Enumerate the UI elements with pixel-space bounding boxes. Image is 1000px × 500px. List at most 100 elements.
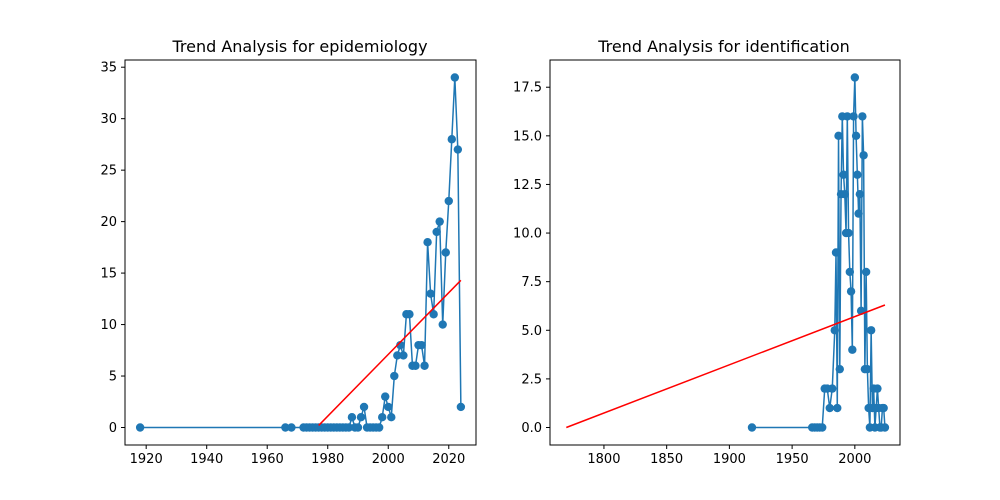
data-point	[849, 112, 858, 121]
data-point	[747, 423, 757, 432]
y-tick-label: 2.5	[521, 372, 542, 387]
data-point	[444, 196, 453, 206]
data-point	[390, 371, 399, 381]
data-point	[845, 267, 855, 277]
data-point	[866, 326, 876, 335]
x-tick-label: 1850	[650, 452, 683, 467]
x-tick-label: 2000	[838, 452, 871, 467]
y-tick-label: 10	[100, 318, 117, 333]
data-point	[384, 402, 393, 412]
data-point	[426, 289, 435, 298]
data-point	[447, 135, 456, 144]
data-point	[435, 217, 444, 226]
data-point	[135, 423, 145, 432]
data-point	[858, 112, 867, 121]
data-point	[879, 403, 888, 413]
y-tick-label: 10.0	[513, 227, 542, 242]
data-point	[848, 345, 857, 354]
data-point	[880, 423, 890, 432]
data-point	[453, 145, 463, 154]
data-point	[356, 413, 366, 422]
data-point	[859, 151, 868, 160]
data-point	[834, 131, 843, 141]
data-point	[429, 310, 438, 319]
data-point	[417, 340, 426, 350]
data-point	[850, 73, 860, 82]
data-point	[393, 351, 402, 360]
data-point	[843, 112, 852, 121]
data-point	[825, 403, 834, 413]
data-point	[420, 361, 429, 370]
series-line	[140, 77, 462, 429]
data-point	[830, 326, 839, 335]
data-point	[399, 351, 408, 360]
y-tick-label: 5.0	[521, 324, 542, 339]
y-tick-label: 17.5	[513, 81, 542, 96]
plot-identification: Trend Analysis for identification 1800 18…	[513, 37, 901, 467]
data-point	[851, 131, 861, 141]
data-point	[861, 267, 871, 277]
data-point	[353, 423, 363, 432]
data-point	[387, 413, 396, 422]
data-point	[854, 209, 863, 218]
y-tick-label: 20	[100, 215, 117, 230]
data-point	[818, 423, 827, 432]
data-point	[405, 310, 414, 319]
data-point	[863, 364, 872, 374]
x-tick-label: 1950	[776, 452, 809, 467]
data-point	[828, 384, 837, 393]
y-tick-label: 7.5	[521, 275, 542, 290]
data-point	[846, 287, 856, 296]
data-point	[831, 248, 841, 257]
y-tick-label: 5	[109, 370, 117, 385]
y-tick-label: 15.0	[513, 129, 542, 144]
data-point	[855, 189, 865, 199]
data-point	[432, 227, 441, 237]
y-tick-label: 25	[100, 164, 117, 179]
data-point	[853, 170, 862, 179]
axes-frame	[124, 59, 477, 446]
data-point	[374, 423, 384, 432]
y-tick-label: 0	[109, 421, 117, 436]
series-line	[751, 77, 886, 429]
plot-epidemiology: Trend Analysis for epidemiology 1920 1940…	[100, 37, 477, 467]
data-point	[839, 170, 848, 179]
y-tick-label: 35	[100, 61, 117, 76]
x-tick-label: 1920	[130, 452, 163, 467]
data-point	[281, 423, 290, 432]
x-tick-label: 2020	[432, 452, 465, 467]
data-point	[840, 189, 849, 199]
y-tick-label: 0.0	[521, 421, 542, 436]
plot-title: Trend Analysis for epidemiology	[171, 37, 427, 56]
data-point	[835, 364, 844, 374]
axes-frame	[549, 59, 901, 446]
x-tick-label: 1800	[587, 452, 620, 467]
x-tick-label: 2000	[372, 452, 405, 467]
x-tick-label: 1980	[311, 452, 344, 467]
plot-title: Trend Analysis for identification	[597, 37, 850, 56]
x-tick-label: 1900	[713, 452, 746, 467]
data-point	[438, 320, 447, 329]
y-tick-label: 30	[100, 112, 117, 127]
data-point	[381, 392, 390, 401]
data-point	[423, 238, 432, 247]
data-point	[359, 402, 369, 412]
data-point	[844, 228, 853, 238]
data-point	[833, 403, 842, 413]
x-tick-label: 1940	[190, 452, 223, 467]
data-point	[378, 413, 387, 422]
data-point	[344, 423, 354, 432]
y-tick-label: 15	[100, 267, 117, 282]
data-point	[441, 248, 450, 257]
data-point	[450, 73, 460, 82]
data-point	[873, 384, 882, 393]
data-point	[347, 413, 357, 422]
x-tick-label: 1960	[251, 452, 284, 467]
data-point	[287, 423, 296, 432]
data-point	[456, 402, 466, 412]
data-point	[411, 361, 420, 370]
data-point	[396, 340, 405, 350]
trend-line	[318, 279, 462, 426]
trend-line	[566, 304, 886, 429]
